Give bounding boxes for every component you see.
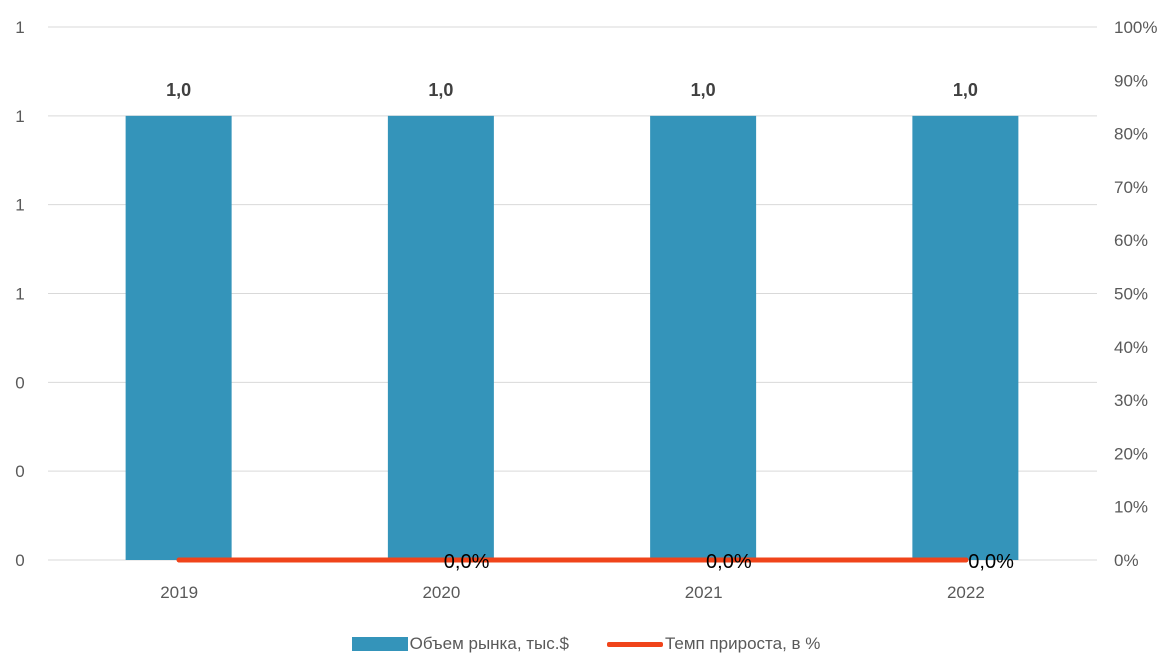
bar-2021 — [650, 115, 757, 560]
bar-data-label: 1,0 — [953, 80, 978, 100]
bar-2022 — [912, 115, 1019, 560]
growth-data-label: 0,0% — [706, 551, 752, 573]
left-axis-tick-label: 0 — [15, 373, 24, 392]
category-label: 2020 — [422, 583, 460, 602]
growth-point — [963, 557, 969, 563]
legend-item-growth: Темп прироста, в % — [606, 634, 821, 654]
growth-point — [438, 557, 444, 563]
left-axis-tick-label: 1 — [15, 107, 24, 126]
left-axis-tick-label: 1 — [15, 196, 24, 215]
growth-point — [701, 557, 707, 563]
right-axis-tick-label: 20% — [1114, 444, 1148, 463]
legend: Объем рынка, тыс.$ Темп прироста, в % — [0, 634, 1172, 654]
growth-point — [176, 557, 182, 563]
bar-data-label: 1,0 — [166, 80, 191, 100]
legend-swatch-volume — [351, 637, 408, 651]
legend-swatch-growth — [606, 641, 663, 647]
bar-data-label: 1,0 — [428, 80, 453, 100]
bar-2019 — [125, 115, 232, 560]
growth-data-label: 0,0% — [444, 551, 490, 573]
legend-item-volume: Объем рынка, тыс.$ — [351, 634, 569, 654]
chart-plot: 00011110%10%20%30%40%50%60%70%80%90%100%… — [15, 18, 1157, 602]
category-label: 2019 — [160, 583, 198, 602]
category-label: 2022 — [947, 583, 985, 602]
right-axis-tick-label: 30% — [1114, 391, 1148, 410]
legend-label-volume: Объем рынка, тыс.$ — [409, 634, 569, 653]
bar-2020 — [387, 115, 494, 560]
right-axis-tick-label: 60% — [1114, 231, 1148, 250]
legend-label-growth: Темп прироста, в % — [664, 634, 821, 653]
bar-data-label: 1,0 — [691, 80, 716, 100]
left-axis-tick-label: 0 — [15, 551, 24, 570]
growth-data-label: 0,0% — [968, 551, 1014, 573]
right-axis-tick-label: 90% — [1114, 71, 1148, 90]
right-axis-tick-label: 10% — [1114, 498, 1148, 517]
right-axis-tick-label: 70% — [1114, 178, 1148, 197]
left-axis-tick-label: 1 — [15, 18, 24, 37]
right-axis-tick-label: 80% — [1114, 125, 1148, 144]
left-axis-tick-label: 0 — [15, 462, 24, 481]
left-axis-tick-label: 1 — [15, 285, 24, 304]
right-axis-tick-label: 0% — [1114, 551, 1139, 570]
category-label: 2021 — [685, 583, 723, 602]
right-axis-tick-label: 40% — [1114, 338, 1148, 357]
right-axis-tick-label: 100% — [1114, 18, 1157, 37]
right-axis-tick-label: 50% — [1114, 285, 1148, 304]
